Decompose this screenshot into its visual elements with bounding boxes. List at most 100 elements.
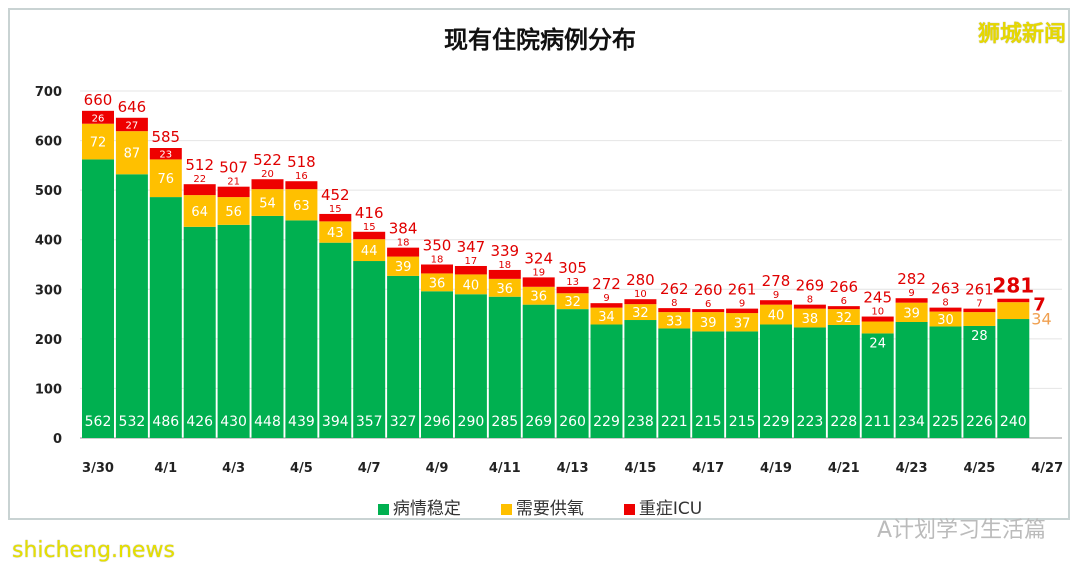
data-label-oxygen: 36	[530, 290, 547, 305]
bar-segment-stable	[319, 242, 352, 438]
data-label-total: 507	[219, 159, 248, 177]
data-label-stable: 229	[763, 414, 790, 430]
data-label-oxygen: 34	[598, 310, 615, 325]
data-label-total: 266	[829, 278, 858, 296]
data-label-stable: 226	[966, 414, 993, 430]
watermark: A计划学习生活篇	[876, 518, 1046, 543]
x-tick-label: 4/25	[963, 461, 995, 476]
bar-segment-oxygen	[488, 278, 521, 297]
bar-segment-oxygen	[82, 123, 114, 160]
data-label-stable: 260	[559, 414, 586, 430]
bar-segment-oxygen	[793, 308, 826, 328]
data-label-stable: 448	[254, 414, 281, 430]
data-label-total: 269	[796, 277, 825, 295]
data-label-icu: 6	[841, 296, 847, 307]
data-label-icu: 27	[126, 120, 139, 131]
data-label-stable: 215	[729, 414, 756, 430]
x-tick-label: 4/17	[692, 461, 724, 476]
y-tick-label: 200	[35, 333, 62, 348]
bar-segment-icu	[658, 308, 691, 313]
data-label-oxygen: 36	[429, 276, 446, 291]
bar-segment-oxygen	[556, 293, 589, 310]
data-label-icu: 8	[942, 298, 948, 309]
data-label-icu: 23	[159, 150, 172, 161]
data-label-icu: 9	[773, 290, 779, 301]
data-label-stable: 225	[932, 414, 959, 430]
x-tick-label: 4/23	[896, 461, 928, 476]
bar-segment-icu	[726, 308, 759, 314]
bar-segment-icu	[183, 184, 216, 196]
data-label-stable: 486	[152, 414, 179, 430]
data-label-icu: 6	[705, 299, 711, 310]
data-label-total: 261	[728, 281, 757, 299]
bar-segment-oxygen	[149, 159, 182, 198]
chart-frame	[8, 8, 1070, 520]
bar-segment-stable	[827, 324, 860, 438]
data-label-total: 278	[762, 272, 791, 290]
legend-label: 需要供氧	[515, 499, 584, 519]
data-label-oxygen: 32	[564, 295, 581, 310]
data-label-icu: 13	[566, 277, 579, 288]
data-label-total: 280	[626, 271, 655, 289]
x-tick-label: 4/15	[624, 461, 656, 476]
bar-segment-icu	[353, 231, 386, 240]
bar-segment-oxygen	[929, 311, 962, 327]
data-label-stable: 215	[695, 414, 722, 430]
data-label-icu: 10	[634, 289, 647, 300]
data-label-icu: 7	[1033, 295, 1046, 316]
bar-segment-stable	[421, 291, 453, 438]
bar-segment-stable	[793, 327, 826, 438]
data-label-oxygen: 30	[937, 313, 954, 328]
data-label-stable: 290	[458, 414, 485, 430]
data-label-oxygen: 76	[158, 172, 175, 187]
bar-segment-icu	[793, 304, 826, 309]
data-label-oxygen: 63	[293, 199, 310, 214]
bar-segment-stable	[82, 159, 114, 438]
bar-segment-oxygen	[319, 221, 352, 243]
y-tick-label: 700	[35, 85, 62, 100]
bar-segment-icu	[997, 298, 1030, 303]
bar-segment-oxygen	[726, 313, 759, 332]
data-label-stable: 228	[830, 414, 857, 430]
bar-segment-stable	[251, 215, 284, 438]
data-label-icu: 15	[363, 222, 376, 233]
data-label-oxygen: 43	[327, 226, 344, 241]
data-label-total: 324	[524, 249, 553, 267]
data-label-oxygen: 36	[497, 282, 514, 297]
y-tick-label: 100	[35, 382, 62, 397]
bar-segment-icu	[522, 277, 555, 287]
bar-segment-oxygen	[522, 286, 555, 305]
bar-segment-icu	[590, 303, 623, 308]
data-label-total: 263	[931, 280, 960, 298]
data-label-oxygen: 44	[361, 244, 378, 259]
bar-segment-stable	[997, 319, 1030, 438]
data-label-total: 272	[592, 275, 621, 293]
bar-segment-icu	[82, 110, 114, 124]
legend-item-stable: 病情稳定	[377, 494, 461, 519]
x-tick-label: 3/30	[82, 461, 114, 476]
bar-segment-icu	[929, 307, 962, 312]
site-watermark: shicheng.news	[12, 538, 175, 563]
legend: 病情稳定 需要供氧 重症ICU	[0, 494, 1080, 519]
data-label-icu: 19	[532, 267, 545, 278]
bar-segment-stable	[929, 326, 962, 438]
bar-segment-stable	[217, 224, 250, 438]
data-label-total: 262	[660, 280, 689, 298]
bar-segment-oxygen	[115, 131, 148, 175]
bar-segment-icu	[895, 298, 928, 303]
bar-segment-stable	[556, 309, 589, 438]
chart-title: 现有住院病例分布	[444, 26, 636, 54]
data-label-total: 518	[287, 153, 316, 171]
bar-segment-stable	[115, 174, 148, 438]
data-label-oxygen: 38	[802, 312, 819, 327]
data-label-total: 261	[965, 281, 994, 299]
data-label-oxygen: 34	[1031, 310, 1051, 329]
y-tick-label: 600	[35, 135, 62, 150]
data-label-stable: 234	[898, 414, 925, 430]
bar-segment-icu	[421, 264, 453, 274]
data-label-icu: 18	[498, 260, 511, 271]
data-label-stable: 229	[593, 414, 620, 430]
data-label-total: 646	[118, 98, 147, 116]
data-label-stable: 269	[525, 414, 552, 430]
data-label-stable: 223	[797, 414, 824, 430]
